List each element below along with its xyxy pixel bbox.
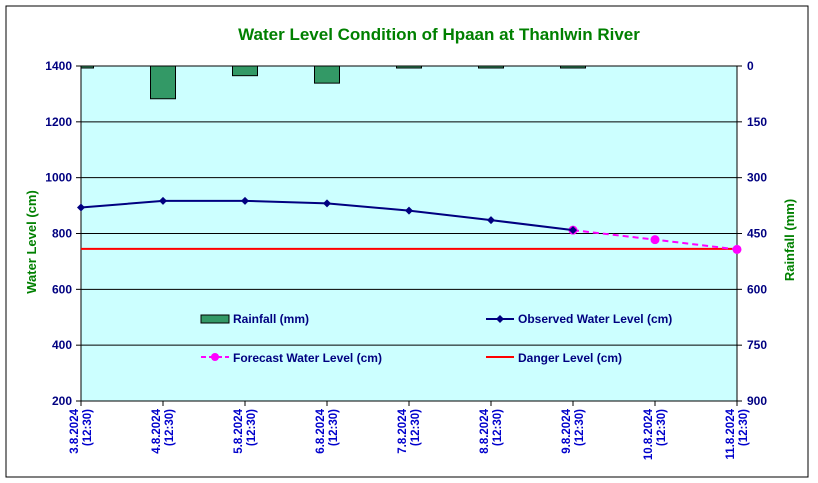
legend-label-rainfall: Rainfall (mm): [233, 312, 309, 326]
gridlines: [81, 121, 737, 346]
x-tick-label: 7.8.2024: [397, 408, 409, 453]
y-axis-label-right: Rainfall (mm): [782, 199, 797, 281]
x-tick-label: (12:30): [574, 409, 586, 446]
legend-label-observed: Observed Water Level (cm): [518, 312, 672, 326]
observed-point: [323, 199, 331, 208]
x-tick-label: 4.8.2024: [151, 408, 163, 453]
rainfall-bar: [396, 65, 422, 69]
left-tick-label: 1200: [45, 115, 72, 129]
right-tick-label: 600: [747, 282, 767, 296]
observed-point: [241, 196, 249, 205]
x-tick-label: (12:30): [656, 409, 668, 446]
chart-title: Water Level Condition of Hpaan at Thanlw…: [238, 25, 640, 44]
x-tick-label: 8.8.2024: [479, 408, 491, 453]
x-tick-label: (12:30): [164, 409, 176, 446]
legend-label-danger: Danger Level (cm): [518, 351, 622, 365]
x-tick-label: (12:30): [328, 409, 340, 446]
x-tick-label: 10.8.2024: [643, 408, 655, 460]
rainfall-bar: [478, 65, 504, 69]
y-axis-label-left: Water Level (cm): [24, 190, 39, 294]
x-tick-label: (12:30): [492, 409, 504, 446]
right-tick-label: 450: [747, 227, 767, 241]
right-tick-label: 750: [747, 338, 767, 352]
right-tick-label: 150: [747, 115, 767, 129]
left-tick-label: 600: [52, 282, 72, 296]
x-tick-label: (12:30): [410, 409, 422, 446]
rainfall-bar: [314, 65, 340, 84]
rainfall-bar: [560, 65, 586, 69]
observed-point: [487, 216, 495, 225]
x-tick-label: 11.8.2024: [725, 408, 737, 459]
legend: Rainfall (mm) Observed Water Level (cm) …: [200, 312, 672, 365]
x-tick-label: (12:30): [82, 409, 94, 446]
x-tick-label: 6.8.2024: [315, 408, 327, 453]
forecast-point: [732, 244, 742, 254]
left-tick-label: 1400: [45, 59, 72, 73]
legend-label-forecast: Forecast Water Level (cm): [233, 351, 382, 365]
observed-point: [569, 226, 577, 235]
rainfall-bar: [150, 65, 176, 100]
observed-point: [159, 196, 167, 205]
x-tick-label: 5.8.2024: [233, 408, 245, 453]
observed-point: [77, 203, 85, 212]
legend-marker-observed: [496, 315, 504, 323]
right-tick-label: 300: [747, 171, 767, 185]
observed-point: [405, 206, 413, 215]
observed-series: [77, 196, 577, 235]
rainfall-bar: [80, 65, 94, 69]
x-tick-label: (12:30): [246, 409, 258, 446]
rainfall-bars: [80, 65, 586, 100]
forecast-point: [650, 235, 660, 245]
legend-marker-forecast: [211, 353, 219, 361]
left-tick-label: 800: [52, 227, 72, 241]
left-tick-label: 200: [52, 394, 72, 408]
x-tick-label: (12:30): [738, 409, 750, 446]
right-tick-label: 0: [747, 59, 754, 73]
x-tick-label: 9.8.2024: [561, 408, 573, 453]
legend-swatch-rainfall: [200, 314, 230, 324]
right-tick-label: 900: [747, 394, 767, 408]
left-tick-label: 400: [52, 338, 72, 352]
left-tick-label: 1000: [45, 171, 72, 185]
axes: 200 400 600 800 1000 1200 1400 0 150 300 450 600 750…: [45, 59, 767, 460]
rainfall-bar: [232, 65, 258, 77]
x-tick-label: 3.8.2024: [69, 408, 81, 453]
